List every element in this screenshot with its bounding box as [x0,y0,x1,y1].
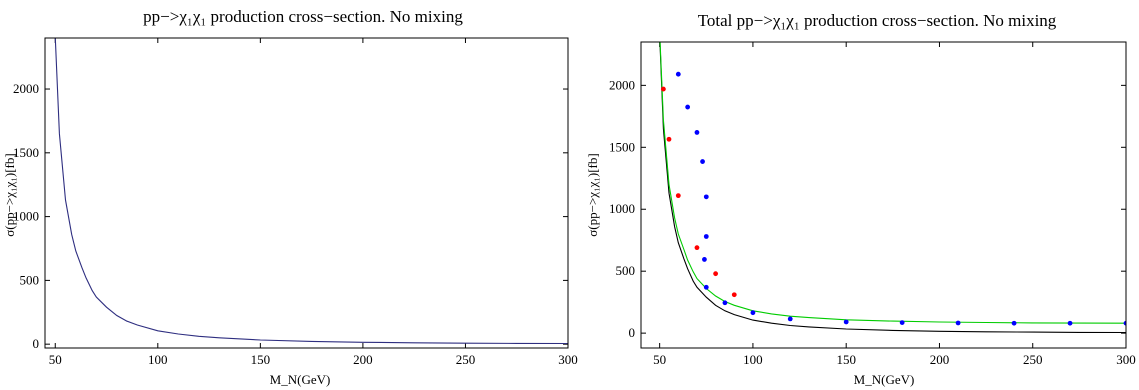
chart-right-series-3-point [722,300,728,306]
chart-right: Total pp−>χ₁χ₁ production cross−section.… [585,11,1136,387]
chart-left: pp−>χ₁χ₁ production cross−section. No mi… [2,7,578,387]
chart-right-y-tick-label: 1000 [609,201,635,216]
chart-right-ylabel: σ(pp−>χ₁χ₁)[fb] [585,153,600,236]
chart-right-plot: 50 100 150 200 250 300 0 500 1000 1500 2000 [609,42,1136,367]
chart-right-frame [640,41,1127,349]
chart-right-series-3-point [843,319,849,325]
chart-left-xlabel: M_N(GeV) [270,372,331,387]
chart-right-series-3-point [700,159,705,164]
chart-right-series-0-line [659,42,1126,334]
chart-left-y-tick-label: 500 [20,272,40,287]
chart-left-y-tick-label: 1000 [13,209,39,224]
chart-right-series-3-point [787,316,793,322]
chart-right-series-3-point [1067,320,1073,326]
chart-left-x-tick-label: 50 [49,352,62,367]
chart-right-y-tick-label: 1500 [609,139,635,154]
chart-left-title: pp−>χ₁χ₁ production cross−section. No mi… [143,7,463,26]
chart-right-x-tick-label: 150 [836,352,856,367]
chart-right-y-tick-label: 0 [629,325,636,340]
chart-right-series-3-point [703,194,709,200]
chart-left-series-0-line [54,38,568,345]
chart-right-x-tick-label: 200 [930,352,950,367]
chart-right-x-tick-label: 300 [1116,352,1136,367]
chart-right-series-3-point [1123,320,1126,326]
chart-right-series-2-point [660,86,666,92]
chart-right-series-3-point [703,284,709,290]
chart-left-y-tick-label: 0 [33,336,40,351]
chart-right-title: Total pp−>χ₁χ₁ production cross−section.… [698,11,1057,30]
chart-left-x-tick-label: 100 [148,352,168,367]
chart-right-x-tick-label: 50 [653,352,666,367]
chart-right-x-tick-label: 100 [743,352,763,367]
chart-left-x-tick-label: 200 [353,352,373,367]
chart-right-series-3-point [750,310,756,316]
chart-right-series-3-point [899,320,905,326]
chart-right-series-3-point [694,130,700,135]
chart-left-x-tick-label: 300 [558,352,578,367]
chart-right-series-3-point [1011,320,1017,326]
chart-left-y-tick-label: 1500 [13,145,39,160]
chart-left-frame [44,37,569,349]
chart-right-series-3-point [702,257,707,262]
chart-right-series-2-point [666,136,672,142]
chart-right-series-2-point [713,271,719,277]
chart-right-series-3-point [685,104,691,110]
chart-left-ylabel: σ(pp−>χ₁χ₁)[fb] [2,153,17,236]
chart-left-y-tick-label: 2000 [13,81,39,96]
chart-right-series-3-point [955,320,961,326]
chart-right-series-1-line [659,42,1126,324]
chart-right-xlabel: M_N(GeV) [854,372,915,387]
chart-right-series-3-point [703,234,709,239]
chart-right-series-2-point [675,193,681,199]
chart-left-x-tick-label: 150 [251,352,271,367]
chart-right-y-tick-label: 500 [616,263,636,278]
chart-right-series-2-point [731,292,737,298]
chart-left-x-tick-label: 250 [456,352,476,367]
chart-right-y-tick-label: 2000 [609,77,635,92]
chart-right-series-2-point [694,245,700,251]
chart-right-series-3-point [675,71,681,77]
chart-left-plot: 50 100 150 200 250 300 0 500 1000 1500 2000 [13,38,578,367]
chart-right-x-tick-label: 250 [1023,352,1043,367]
